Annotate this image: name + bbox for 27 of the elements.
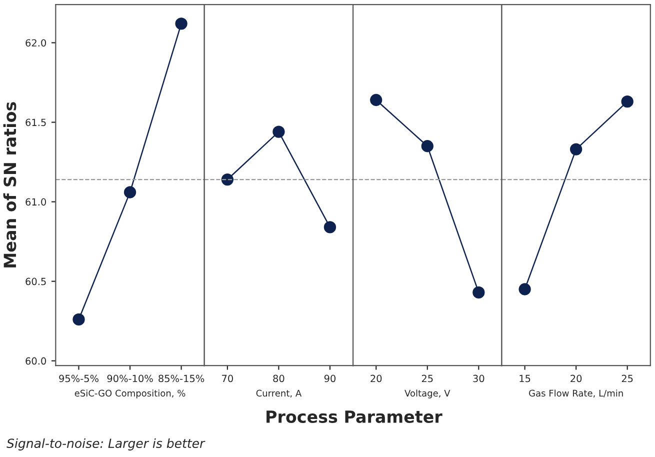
y-tick-label: 60.0 (26, 357, 46, 365)
y-tick-label: 62.0 (26, 39, 46, 47)
point (124, 186, 136, 198)
x-tick-label: 80 (273, 374, 284, 382)
x-tick-label: 90%-10% (107, 374, 153, 382)
x-tick-label: 20 (370, 374, 382, 382)
x-axis-title: eSiC-GO Composition, % (74, 390, 186, 398)
x-tick-label: 70 (222, 374, 233, 382)
point (72, 313, 85, 326)
x-tick-label: 25 (422, 374, 433, 382)
x-tick-label: 25 (622, 374, 633, 382)
y-tick-label: 61.5 (26, 118, 46, 126)
x-tick-label: 95%-5% (59, 374, 98, 382)
x-tick-label: 20 (570, 374, 582, 382)
x-tick-label: 30 (473, 374, 484, 382)
x-tick-label: 15 (520, 374, 530, 382)
x-tick-label: 90 (324, 374, 336, 382)
x-tick-label: 85%-15% (158, 374, 204, 382)
y-tick-label: 60.5 (26, 278, 46, 286)
text: Process Parameter (266, 410, 442, 423)
text: Signal-to-noise: Larger is better (6, 438, 206, 450)
y-axis-title: Mean of SN ratios (3, 102, 16, 268)
x-axis-title: Voltage, V (404, 390, 450, 398)
x-axis-title: Current, A (256, 390, 302, 398)
y-tick-label: 61.0 (26, 198, 46, 206)
x-axis-title: Gas Flow Rate, L/min (529, 390, 623, 398)
point (175, 18, 188, 30)
